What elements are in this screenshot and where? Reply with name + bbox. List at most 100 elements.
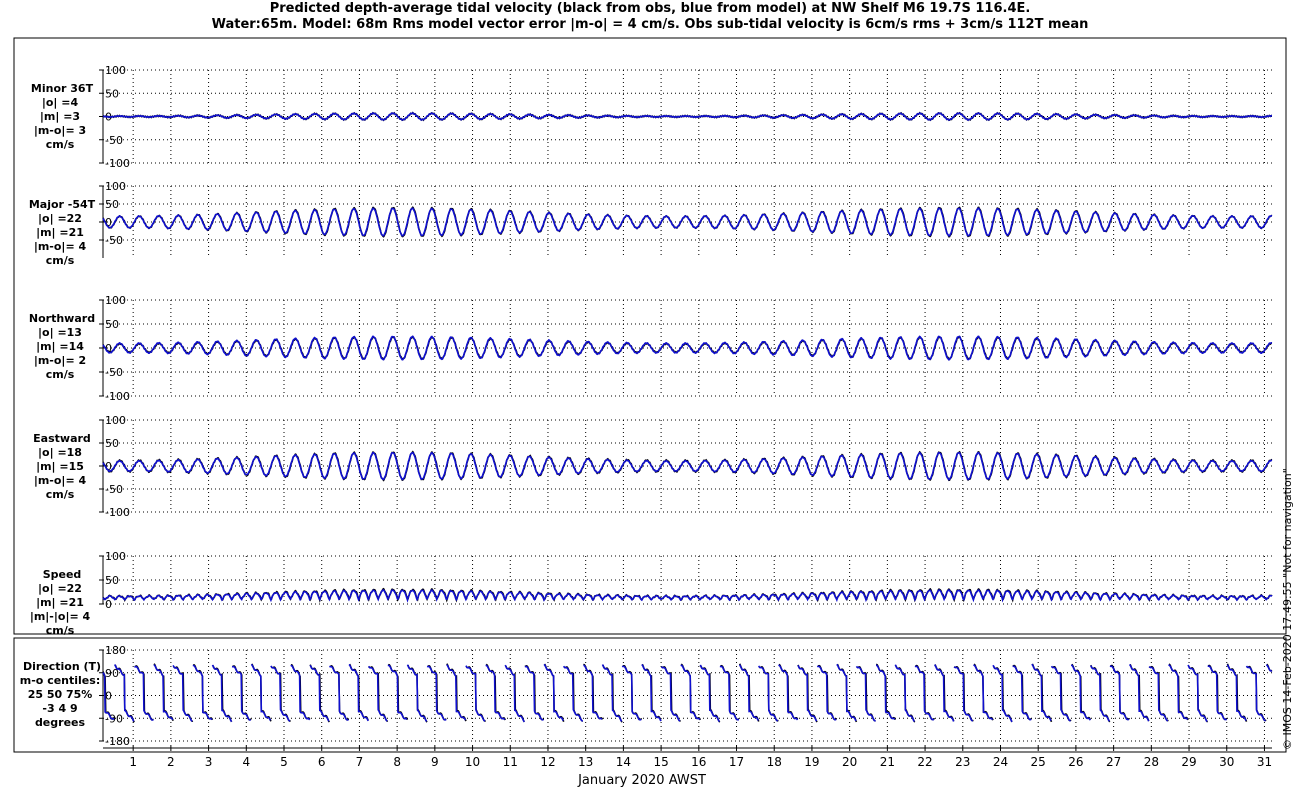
panel-speed: 100 50 0 Speed |o| =22 |m| =21 |m|-|o|= 4 cm/s bbox=[30, 550, 1273, 637]
x-tick-label: 14 bbox=[616, 755, 631, 769]
series-model bbox=[641, 663, 662, 722]
series-model bbox=[250, 663, 272, 721]
panel-label: Speed |o| =22 |m| =21 |m|-|o|= 4 cm/s bbox=[30, 568, 91, 637]
y-tick-label: 50 bbox=[105, 318, 119, 331]
upper-frame bbox=[13, 37, 1287, 635]
series-model bbox=[1266, 664, 1273, 672]
series-model bbox=[738, 664, 759, 721]
x-tick-label: 15 bbox=[653, 755, 668, 769]
panel-label-line: |m-o|= 4 bbox=[34, 474, 87, 487]
y-tick-label: 100 bbox=[105, 414, 126, 427]
panel-label-line: |m|-|o|= 4 bbox=[30, 610, 91, 623]
panel-label-line: |o| =18 bbox=[38, 446, 82, 459]
panel-label-line: cm/s bbox=[46, 254, 75, 267]
series-model bbox=[102, 451, 1273, 481]
panel-label-line: |m| =14 bbox=[36, 340, 84, 353]
x-tick-label: 30 bbox=[1219, 755, 1234, 769]
x-tick-label: 21 bbox=[880, 755, 895, 769]
series-model bbox=[1050, 665, 1071, 722]
panel-label: Northward |o| =13 |m| =14 |m-o|= 2 cm/s bbox=[29, 312, 95, 381]
series-model bbox=[348, 663, 369, 722]
series-model bbox=[699, 664, 721, 723]
series-model bbox=[543, 663, 564, 722]
series-model bbox=[680, 664, 701, 721]
y-tick-label: -100 bbox=[105, 157, 130, 170]
series-model bbox=[102, 589, 1273, 603]
series-model bbox=[102, 207, 1273, 237]
x-tick-label: 16 bbox=[691, 755, 706, 769]
x-axis-label: January 2020 AWST bbox=[577, 773, 706, 788]
panel-label-line: -3 4 9 bbox=[42, 702, 77, 715]
panel-label-line: degrees bbox=[35, 716, 86, 729]
series-model bbox=[504, 664, 526, 723]
panel-label-line: cm/s bbox=[46, 368, 75, 381]
y-tick-label: 0 bbox=[105, 216, 112, 229]
x-tick-label: 2 bbox=[167, 755, 175, 769]
series-model bbox=[153, 664, 174, 721]
series-model bbox=[719, 665, 740, 721]
y-tick-label: 50 bbox=[105, 437, 119, 450]
x-tick-label: 18 bbox=[767, 755, 782, 769]
series-model bbox=[1148, 665, 1169, 722]
chart-title-line-2: Water:65m. Model: 68m Rms model vector e… bbox=[211, 17, 1089, 32]
series-model bbox=[933, 664, 955, 722]
panel-label-line: |m| =3 bbox=[40, 110, 80, 123]
x-tick-label: 3 bbox=[205, 755, 213, 769]
panel-label-line: Major -54T bbox=[29, 198, 96, 211]
x-tick-label: 4 bbox=[242, 755, 250, 769]
series-model bbox=[1012, 665, 1032, 721]
panel-label-line: |o| =22 bbox=[38, 212, 82, 225]
series-model bbox=[328, 665, 349, 721]
series-model bbox=[1090, 665, 1111, 722]
series-model bbox=[102, 112, 1272, 121]
series-model bbox=[446, 664, 467, 721]
x-tick-label: 11 bbox=[503, 755, 518, 769]
series-model bbox=[113, 664, 135, 722]
panel-northward: 100 50 0 -50 -100 Northward |o| =13 |m| =14 |m-o… bbox=[29, 294, 1273, 403]
panel-label: Direction (T) m-o centiles: 25 50 75% -3 4 … bbox=[20, 660, 101, 729]
x-tick-label: 28 bbox=[1144, 755, 1159, 769]
series-model bbox=[172, 665, 193, 722]
y-tick-label: 100 bbox=[105, 64, 126, 77]
x-tick-label: 5 bbox=[280, 755, 288, 769]
series-model bbox=[192, 664, 213, 721]
series-model bbox=[1168, 664, 1189, 721]
panel-label-line: cm/s bbox=[46, 488, 75, 501]
series-model bbox=[465, 665, 486, 722]
x-axis: 1 2 3 4 5 6 7 8 9 10 11 12 13 14 15 16 17 18 19 20 21 22 23 24 2… bbox=[103, 745, 1272, 788]
panel-label-line: 25 50 75% bbox=[28, 688, 93, 701]
series-model bbox=[270, 665, 291, 722]
y-tick-label: 50 bbox=[105, 87, 119, 100]
x-tick-label: 31 bbox=[1257, 755, 1272, 769]
panel-label-line: |m-o|= 2 bbox=[34, 354, 86, 367]
series-model bbox=[1207, 665, 1228, 721]
series-model bbox=[1187, 664, 1208, 723]
series-model bbox=[309, 664, 330, 722]
series-model bbox=[1109, 665, 1130, 721]
series-model bbox=[797, 665, 818, 722]
panel-label-line: m-o centiles: bbox=[20, 674, 100, 687]
x-tick-label: 27 bbox=[1106, 755, 1121, 769]
series-model bbox=[758, 665, 778, 722]
y-tick-label: 100 bbox=[105, 294, 126, 307]
y-tick-label: 0 bbox=[105, 690, 112, 703]
series-model bbox=[973, 664, 994, 721]
panel-label-line: Direction (T) bbox=[23, 660, 101, 673]
x-tick-label: 17 bbox=[729, 755, 744, 769]
y-tick-label: -100 bbox=[105, 390, 130, 403]
series-model bbox=[914, 665, 935, 721]
panel-label-line: Minor 36T bbox=[31, 82, 94, 95]
series-model bbox=[133, 665, 154, 721]
panel-label-line: |m-o|= 3 bbox=[34, 124, 86, 137]
chart-title-line-1: Predicted depth-average tidal velocity (… bbox=[269, 1, 1031, 16]
y-tick-label: 50 bbox=[105, 574, 119, 587]
series-model bbox=[426, 665, 447, 721]
panel-eastward: 100 50 0 -50 -100 Eastward |o| =18 |m| =15 |m-o|… bbox=[33, 414, 1273, 519]
panel-label-line: |o| =13 bbox=[38, 326, 82, 339]
x-tick-label: 24 bbox=[993, 755, 1008, 769]
series-model bbox=[290, 664, 311, 721]
panel-label: Major -54T |o| =22 |m| =21 |m-o|= 4 cm/s bbox=[29, 198, 96, 267]
